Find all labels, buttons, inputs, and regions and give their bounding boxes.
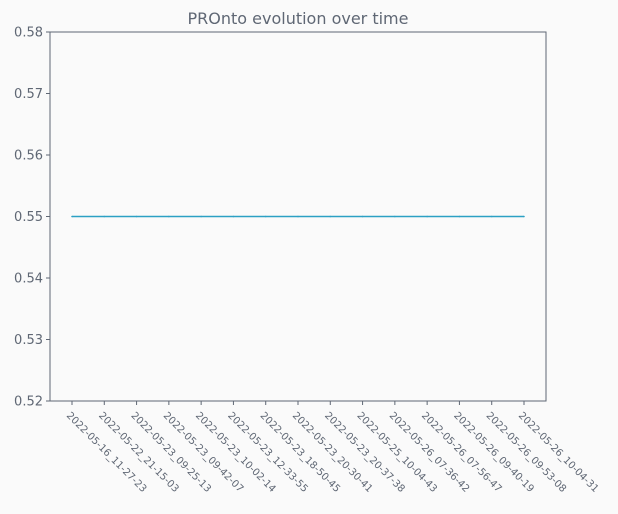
data-point: [426, 215, 428, 218]
data-point: [232, 215, 235, 218]
data-point: [200, 215, 202, 218]
data-point: [394, 215, 396, 218]
data-point: [103, 215, 106, 218]
data-point: [361, 215, 364, 218]
data-point: [297, 215, 299, 218]
chart-title: PROnto evolution over time: [188, 9, 409, 28]
y-tick-label: 0.56: [14, 149, 43, 164]
series-layer: [71, 215, 525, 218]
data-point: [458, 215, 461, 218]
data-point: [523, 215, 525, 218]
y-tick-label: 0.53: [14, 333, 43, 348]
data-point: [264, 215, 267, 218]
y-tick-label: 0.52: [14, 395, 43, 410]
y-tick-label: 0.54: [14, 272, 43, 287]
data-point: [490, 215, 493, 218]
data-point: [329, 215, 332, 218]
y-tick-label: 0.58: [14, 26, 43, 41]
y-tick-label: 0.57: [14, 87, 43, 102]
y-axis: 0.52 0.53 0.54 0.55 0.56 0.57 0.58: [14, 26, 50, 410]
data-point: [71, 215, 73, 218]
y-tick-label: 0.55: [14, 210, 43, 225]
data-point: [135, 215, 138, 218]
data-point: [168, 215, 170, 218]
